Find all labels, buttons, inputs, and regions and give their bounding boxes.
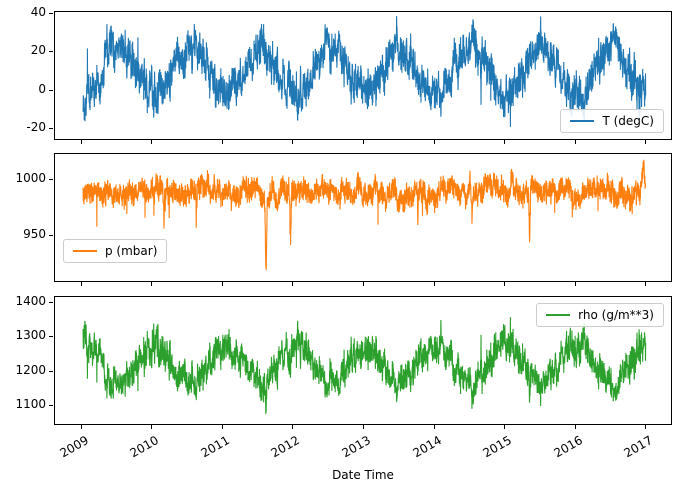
y-tick-label: 1100: [15, 397, 46, 412]
x-tick-mark: [363, 282, 364, 286]
y-tick-label: 20: [30, 43, 46, 58]
y-tick-mark: [49, 51, 53, 53]
x-tick-mark: [363, 140, 364, 144]
x-tick-mark: [504, 425, 506, 429]
density-plot-svg: [82, 317, 647, 415]
x-tick-mark: [80, 140, 82, 144]
x-tick-mark: [80, 282, 82, 286]
x-tick-mark: [292, 425, 294, 429]
x-tick-mark: [574, 425, 576, 429]
y-tick-mark: [49, 234, 53, 236]
temperature-legend-line-sample: [570, 120, 595, 122]
y-tick-mark: [49, 178, 53, 180]
temperature-series-line: [82, 16, 647, 127]
y-tick-label: 950: [23, 226, 46, 241]
y-tick-mark: [49, 128, 53, 130]
x-tick-label: 2017: [621, 433, 656, 461]
x-tick-mark: [292, 140, 294, 144]
x-tick-mark: [363, 425, 364, 429]
y-tick-label: 40: [30, 4, 46, 19]
y-tick-label: 1000: [15, 170, 46, 185]
density-series-line: [82, 317, 647, 415]
y-tick-label: 0: [38, 81, 46, 96]
y-tick-label: 1400: [15, 293, 46, 308]
x-tick-mark: [504, 282, 506, 286]
temperature-axes: T (degC): [54, 11, 672, 140]
x-tick-mark: [574, 140, 576, 144]
y-tick-mark: [49, 405, 53, 407]
y-tick-label: 1200: [15, 362, 46, 377]
y-tick-mark: [49, 301, 53, 303]
x-tick-mark: [433, 282, 435, 286]
pressure-plot-svg: [82, 159, 647, 271]
y-tick-mark: [49, 336, 53, 338]
y-tick-label: -20: [26, 120, 46, 135]
y-tick-mark: [49, 89, 53, 91]
x-tick-mark: [433, 140, 435, 144]
x-tick-mark: [151, 282, 153, 286]
pressure-axes: p (mbar): [54, 153, 672, 282]
y-tick-label: 1300: [15, 328, 46, 343]
pressure-legend-label: p (mbar): [105, 244, 158, 258]
pressure-legend: p (mbar): [63, 239, 168, 263]
temperature-legend-label: T (degC): [602, 114, 654, 128]
x-tick-label: 2010: [127, 433, 162, 461]
x-tick-mark: [433, 425, 435, 429]
x-tick-mark: [151, 425, 153, 429]
x-tick-mark: [221, 282, 223, 286]
x-tick-label: 2014: [410, 433, 444, 461]
y-tick-mark: [49, 370, 53, 372]
x-axis-title: Date Time: [332, 468, 394, 482]
x-tick-mark: [504, 140, 506, 144]
x-tick-mark: [80, 425, 82, 429]
temperature-plot-svg: [82, 16, 647, 127]
y-tick-mark: [49, 12, 53, 14]
x-tick-label: 2016: [551, 433, 585, 461]
x-tick-mark: [292, 282, 294, 286]
x-tick-mark: [221, 140, 223, 144]
x-tick-mark: [645, 140, 647, 144]
x-tick-mark: [645, 282, 647, 286]
x-tick-label: 2011: [198, 433, 232, 461]
x-tick-label: 2012: [268, 433, 303, 461]
x-tick-label: 2009: [57, 433, 91, 461]
density-legend-label: rho (g/m**3): [578, 308, 654, 322]
pressure-legend-line-sample: [73, 250, 97, 252]
density-axes: rho (g/m**3): [54, 296, 672, 425]
x-tick-mark: [574, 282, 576, 286]
density-legend-line-sample: [546, 314, 571, 316]
x-tick-mark: [221, 425, 223, 429]
temperature-legend: T (degC): [560, 109, 664, 133]
x-tick-label: 2015: [480, 433, 515, 461]
pressure-series-line: [82, 159, 647, 271]
x-tick-label: 2013: [339, 433, 373, 461]
x-tick-mark: [645, 425, 647, 429]
x-tick-mark: [151, 140, 153, 144]
density-legend: rho (g/m**3): [536, 303, 664, 327]
